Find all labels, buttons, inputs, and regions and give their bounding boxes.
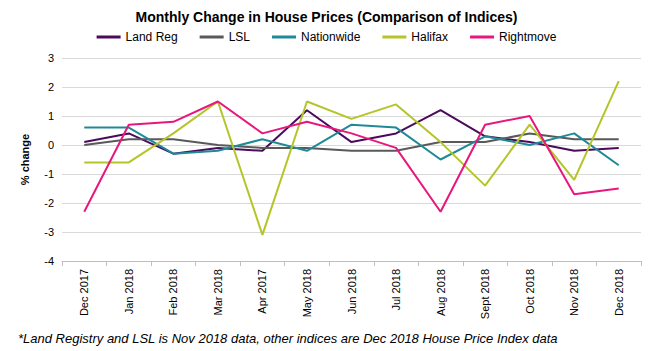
svg-text:Land Reg: Land Reg: [126, 30, 178, 44]
svg-text:Sept 2018: Sept 2018: [479, 269, 491, 319]
svg-text:Jul 2018: Jul 2018: [390, 269, 402, 311]
svg-text:Dec 2018: Dec 2018: [613, 269, 625, 316]
svg-text:3: 3: [48, 52, 54, 64]
svg-text:Nationwide: Nationwide: [301, 30, 361, 44]
svg-text:LSL: LSL: [229, 30, 251, 44]
svg-text:Jan 2018: Jan 2018: [123, 269, 135, 314]
svg-text:-2: -2: [44, 197, 54, 209]
svg-text:Mar 2018: Mar 2018: [212, 269, 224, 315]
svg-text:Monthly Change in House Prices: Monthly Change in House Prices (Comparis…: [136, 9, 518, 25]
svg-text:-1: -1: [44, 168, 54, 180]
svg-text:Jun 2018: Jun 2018: [346, 269, 358, 314]
svg-text:Rightmove: Rightmove: [499, 30, 557, 44]
svg-text:1: 1: [48, 110, 54, 122]
svg-text:May 2018: May 2018: [301, 269, 313, 317]
svg-text:*Land Registry and LSL is Nov: *Land Registry and LSL is Nov 2018 data,…: [18, 331, 558, 346]
svg-text:Aug 2018: Aug 2018: [435, 269, 447, 316]
svg-text:Dec 2017: Dec 2017: [78, 269, 90, 316]
svg-text:Feb 2018: Feb 2018: [167, 269, 179, 315]
svg-text:0: 0: [48, 139, 54, 151]
svg-text:2: 2: [48, 81, 54, 93]
svg-text:Oct 2018: Oct 2018: [524, 269, 536, 314]
svg-text:-3: -3: [44, 226, 54, 238]
svg-text:-4: -4: [44, 255, 54, 267]
svg-text:% change: % change: [19, 134, 31, 185]
svg-text:Nov 2018: Nov 2018: [568, 269, 580, 316]
svg-text:Halifax: Halifax: [411, 30, 448, 44]
svg-text:Apr 2017: Apr 2017: [256, 269, 268, 314]
